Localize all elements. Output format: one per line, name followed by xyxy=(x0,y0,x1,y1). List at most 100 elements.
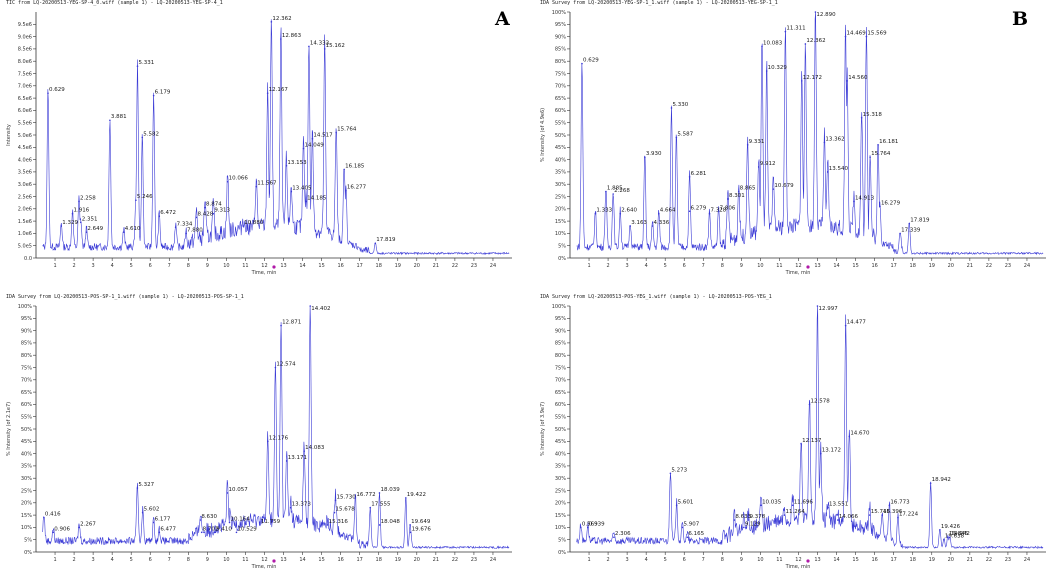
y-tick-label: 2.0e6 xyxy=(18,207,32,213)
y-tick-label: 60% xyxy=(21,402,32,408)
peak-point xyxy=(823,141,826,144)
x-tick-label: 7 xyxy=(702,557,705,563)
x-tick-label: 8 xyxy=(721,557,724,563)
peak-point xyxy=(195,216,198,219)
peak-point xyxy=(200,531,203,534)
peak-label: 1.333 xyxy=(596,208,612,214)
y-tick-label: 50% xyxy=(21,427,32,433)
peak-label: 12.137 xyxy=(802,438,822,444)
peak-point xyxy=(800,442,802,445)
peak-point xyxy=(581,62,583,65)
peak-point xyxy=(948,536,951,539)
peak-label: 13.551 xyxy=(829,502,848,508)
y-tick-label: 0% xyxy=(24,550,32,556)
x-tick-label: 8 xyxy=(187,263,190,269)
peak-point xyxy=(141,136,144,139)
peak-label: 14.517 xyxy=(313,133,333,139)
peak-point xyxy=(267,440,269,443)
peak-label: 3.930 xyxy=(646,151,662,157)
peak-label: 15.678 xyxy=(336,507,356,513)
x-tick-label: 23 xyxy=(471,263,477,269)
peak-point xyxy=(669,472,672,475)
peak-label: 12.997 xyxy=(818,306,838,312)
y-tick-label: 25% xyxy=(555,488,566,494)
y-tick-label: 5% xyxy=(558,538,566,544)
peak-label: 10.066 xyxy=(229,176,249,182)
peak-label: 11.759 xyxy=(261,519,281,525)
x-tick-label: 10 xyxy=(757,263,763,269)
y-axis-label: % Intensity (of 3.9e7) xyxy=(540,402,546,456)
peak-point xyxy=(784,30,787,33)
peak-point xyxy=(881,514,883,516)
peak-label: 16.773 xyxy=(890,499,910,505)
x-tick-label: 22 xyxy=(452,557,458,563)
y-tick-label: 65% xyxy=(21,390,32,396)
peak-point xyxy=(733,519,736,521)
y-tick-label: 4.5e6 xyxy=(18,145,32,151)
peak-point xyxy=(214,531,216,534)
peak-label: 10.529 xyxy=(237,526,257,532)
peak-point xyxy=(804,43,807,45)
x-tick-label: 18 xyxy=(910,263,916,269)
peak-label: 10.057 xyxy=(228,487,248,493)
y-tick-label: 75% xyxy=(555,71,566,77)
y-tick-label: 5% xyxy=(558,244,566,250)
peak-point xyxy=(791,504,794,507)
peak-point xyxy=(827,171,829,173)
peak-label: 2.306 xyxy=(615,531,631,537)
peak-label: 12.871 xyxy=(282,320,301,326)
panel-d: IDA Survey from LQ-20200513-POS-YEG_1.wi… xyxy=(534,294,1057,582)
peak-point xyxy=(816,305,819,307)
y-tick-label: 1.0e6 xyxy=(18,231,32,237)
peak-label: 7.806 xyxy=(720,205,736,211)
peak-label: 12.167 xyxy=(269,87,289,93)
peak-label: 16.772 xyxy=(356,492,375,498)
peak-point xyxy=(899,232,901,235)
peak-label: 8.301 xyxy=(729,193,745,199)
peak-label: 10.164 xyxy=(231,516,251,522)
panel-c: IDA Survey from LQ-20200513-POS-SP-1_1.w… xyxy=(0,294,523,582)
peak-point xyxy=(580,526,582,529)
x-tick-label: 13 xyxy=(814,263,820,269)
x-tick-label: 11 xyxy=(776,263,782,269)
y-tick-label: 2.5e6 xyxy=(18,194,32,200)
y-tick-label: 35% xyxy=(555,170,566,176)
x-tick-label: 23 xyxy=(471,557,477,563)
y-tick-label: 45% xyxy=(555,145,566,151)
x-axis-label: Time, min xyxy=(251,270,277,276)
peak-label: 16.396 xyxy=(883,509,903,515)
y-tick-label: 10% xyxy=(555,525,566,531)
peak-point xyxy=(185,232,187,235)
y-tick-label: 0% xyxy=(558,550,566,556)
x-tick-label: 14 xyxy=(833,263,839,269)
peak-label: 6.279 xyxy=(691,205,707,211)
x-tick-label: 24 xyxy=(490,557,496,563)
x-tick-label: 14 xyxy=(833,557,839,563)
y-tick-label: 15% xyxy=(555,219,566,225)
x-tick-label: 13 xyxy=(280,263,286,269)
x-tick-label: 21 xyxy=(967,263,973,269)
peak-label: 6.177 xyxy=(155,516,171,522)
peak-label: 0.416 xyxy=(45,512,61,518)
x-axis-label: Time, min xyxy=(785,564,811,570)
peak-point xyxy=(844,35,847,38)
peak-label: 5.331 xyxy=(139,60,155,66)
y-tick-label: 5.0e6 xyxy=(18,133,32,139)
peak-point xyxy=(747,519,750,521)
peak-point xyxy=(333,511,336,514)
x-tick-label: 22 xyxy=(986,557,992,563)
x-tick-label: 20 xyxy=(948,263,954,269)
x-tick-label: 12 xyxy=(261,557,267,563)
y-tick-label: 0% xyxy=(558,256,566,262)
peak-label: 14.477 xyxy=(847,320,867,326)
peak-point xyxy=(686,536,689,539)
peak-label: 18.048 xyxy=(381,519,401,525)
peak-label: 11.311 xyxy=(786,26,805,32)
peak-point xyxy=(853,200,855,203)
y-tick-label: 65% xyxy=(555,390,566,396)
x-tick-label: 1 xyxy=(53,263,56,269)
peak-point xyxy=(848,435,851,438)
trace-line xyxy=(576,11,1044,256)
peak-point xyxy=(727,198,729,200)
x-tick-label: 3 xyxy=(626,263,629,269)
